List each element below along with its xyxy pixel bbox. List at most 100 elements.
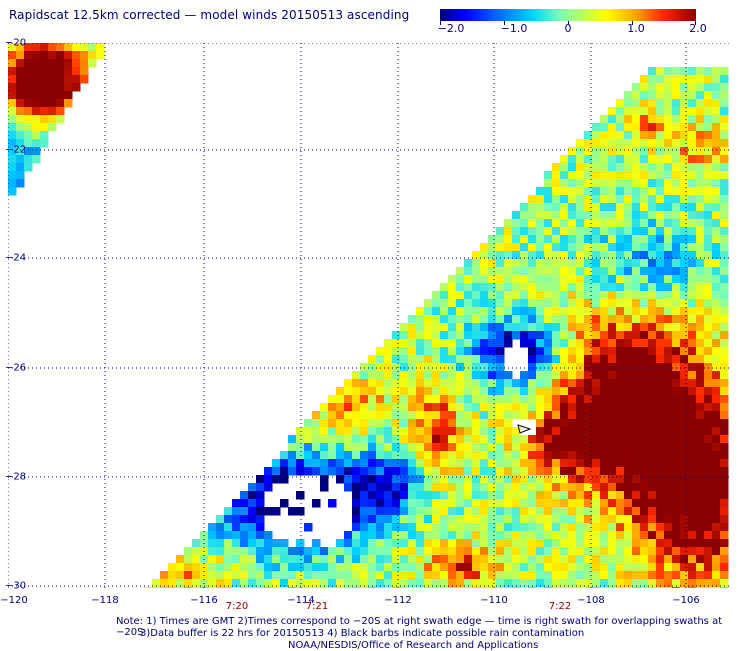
data-cell [424, 387, 433, 396]
data-cell [320, 451, 329, 460]
data-cell [488, 499, 497, 508]
data-cell [624, 427, 633, 436]
data-cell [40, 75, 49, 84]
data-cell [568, 259, 577, 268]
data-cell [496, 555, 505, 564]
data-cell [720, 275, 729, 284]
data-cell [408, 411, 417, 420]
data-cell [712, 267, 721, 276]
data-cell [656, 147, 665, 156]
data-cell [544, 275, 553, 284]
data-cell [320, 459, 329, 468]
data-cell [488, 531, 497, 540]
data-cell [680, 435, 689, 444]
data-cell [552, 403, 561, 412]
data-cell [656, 507, 665, 516]
data-cell [512, 483, 521, 492]
data-cell [664, 139, 673, 148]
wind-difference-map [8, 43, 732, 588]
data-cell [80, 75, 89, 84]
data-cell [536, 515, 545, 524]
data-cell [504, 587, 513, 588]
data-cell [528, 507, 537, 516]
data-cell [224, 531, 233, 540]
data-cell [464, 379, 473, 388]
data-cell [624, 275, 633, 284]
data-cell [368, 355, 377, 364]
data-cell [680, 363, 689, 372]
data-cell [440, 307, 449, 316]
data-cell [536, 403, 545, 412]
data-cell [544, 403, 553, 412]
data-cell [480, 323, 489, 332]
data-cell [656, 203, 665, 212]
data-cell [568, 539, 577, 548]
data-cell [512, 579, 521, 588]
data-cell [720, 259, 729, 268]
data-cell [496, 355, 505, 364]
data-cell [568, 395, 577, 404]
lat-label: −24 [5, 252, 27, 264]
data-cell [80, 59, 89, 68]
data-cell [616, 115, 625, 124]
data-cell [504, 267, 513, 276]
data-cell [536, 467, 545, 476]
data-cell [528, 435, 537, 444]
data-cell [456, 419, 465, 428]
data-cell [520, 339, 529, 348]
data-cell [288, 579, 297, 588]
data-cell [536, 347, 545, 356]
data-cell [592, 243, 601, 252]
data-cell [512, 275, 521, 284]
data-cell [504, 299, 513, 308]
data-cell [520, 307, 529, 316]
data-cell [712, 411, 721, 420]
data-cell [16, 51, 25, 60]
data-cell [368, 475, 377, 484]
data-cell [464, 491, 473, 500]
colorbar-tick [632, 21, 633, 25]
data-cell [280, 555, 289, 564]
data-cell [536, 387, 545, 396]
data-cell [680, 523, 689, 532]
data-cell [720, 187, 729, 196]
data-cell [248, 491, 257, 500]
data-cell [696, 411, 705, 420]
data-cell [512, 299, 521, 308]
data-cell [696, 235, 705, 244]
data-cell [496, 315, 505, 324]
data-cell [584, 203, 593, 212]
data-cell [24, 139, 33, 148]
data-cell [624, 115, 633, 124]
data-cell [576, 267, 585, 276]
data-cell [712, 155, 721, 164]
data-cell [624, 395, 633, 404]
data-cell [616, 523, 625, 532]
data-cell [632, 123, 641, 132]
data-cell [368, 507, 377, 516]
data-cell [528, 299, 537, 308]
data-cell [720, 515, 729, 524]
data-cell [576, 427, 585, 436]
data-cell [520, 299, 529, 308]
data-cell [608, 347, 617, 356]
data-cell [688, 371, 697, 380]
data-cell [328, 587, 337, 588]
data-cell [648, 115, 657, 124]
data-cell [568, 443, 577, 452]
data-cell [656, 547, 665, 556]
data-cell [648, 403, 657, 412]
data-cell [496, 395, 505, 404]
data-cell [632, 339, 641, 348]
data-cell [616, 571, 625, 580]
data-cell [664, 211, 673, 220]
data-cell [704, 339, 713, 348]
data-cell [312, 563, 321, 572]
data-cell [624, 243, 633, 252]
data-cell [360, 379, 369, 388]
data-cell [600, 323, 609, 332]
data-cell [640, 555, 649, 564]
data-cell [544, 315, 553, 324]
data-cell [8, 75, 17, 84]
data-cell [536, 355, 545, 364]
